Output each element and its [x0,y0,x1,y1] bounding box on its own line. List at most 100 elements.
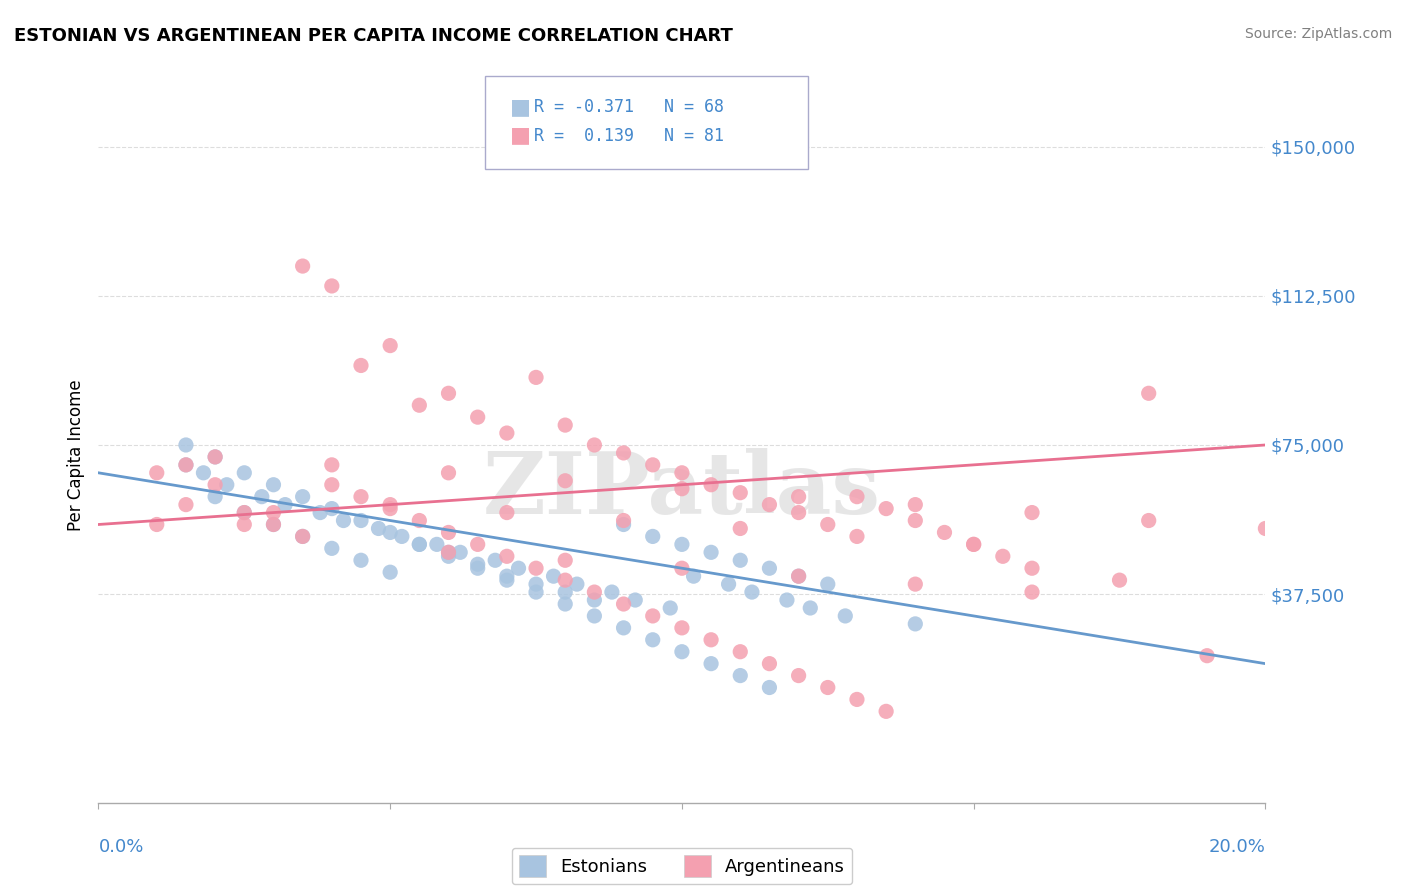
Point [426,537,449,551]
Point [174,438,197,452]
Point [437,545,460,559]
Point [274,498,297,512]
Point [554,573,576,587]
Point [641,529,664,543]
Point [875,501,897,516]
Point [204,450,226,464]
Point [612,621,634,635]
Point [378,498,402,512]
Point [378,525,402,540]
Point [321,279,343,293]
Point [659,601,682,615]
Point [787,506,810,520]
Point [262,477,284,491]
Point [554,585,576,599]
Point [612,514,634,528]
Text: 0.0%: 0.0% [98,838,143,856]
Text: ZIPatlas: ZIPatlas [482,448,882,532]
Point [350,553,373,567]
Point [787,490,810,504]
Point [962,537,984,551]
Point [1021,585,1043,599]
Point [467,558,489,572]
Point [495,569,517,583]
Point [671,621,693,635]
Point [728,645,751,659]
Point [565,577,588,591]
Point [262,517,284,532]
Point [776,593,799,607]
Point [437,545,460,559]
Point [671,561,693,575]
Point [1021,506,1043,520]
Point [309,506,332,520]
Point [845,529,868,543]
Point [449,545,471,559]
Point [321,541,343,556]
Point [467,561,489,575]
Point [321,477,343,491]
Point [671,537,693,551]
Point [554,597,576,611]
Point [700,545,723,559]
Point [741,585,763,599]
Point [215,477,238,491]
Point [817,681,839,695]
Point [233,466,256,480]
Point [467,537,489,551]
Point [904,577,927,591]
Point [408,514,430,528]
Point [291,529,314,543]
Point [321,458,343,472]
Point [146,517,169,532]
Point [524,370,547,384]
Point [758,657,780,671]
Point [1021,561,1043,575]
Point [437,466,460,480]
Point [991,549,1014,564]
Point [495,573,517,587]
Point [904,616,927,631]
Legend: Estonians, Argentineans: Estonians, Argentineans [512,847,852,884]
Point [641,632,664,647]
Y-axis label: Per Capita Income: Per Capita Income [66,379,84,531]
Point [787,569,810,583]
Point [1195,648,1218,663]
Point [962,537,984,551]
Point [612,597,634,611]
Point [467,410,489,425]
Point [437,549,460,564]
Point [1108,573,1130,587]
Point [262,506,284,520]
Point [508,561,530,575]
Point [1137,386,1160,401]
Point [437,525,460,540]
Point [682,569,704,583]
Point [845,692,868,706]
Point [612,446,634,460]
Text: ■: ■ [510,97,531,117]
Point [204,450,226,464]
Point [350,490,373,504]
Text: Source: ZipAtlas.com: Source: ZipAtlas.com [1244,27,1392,41]
Point [612,517,634,532]
Text: R = -0.371   N = 68: R = -0.371 N = 68 [534,98,724,116]
Point [600,585,623,599]
Text: R =  0.139   N = 81: R = 0.139 N = 81 [534,127,724,145]
Point [146,466,169,480]
Point [408,537,430,551]
Point [728,668,751,682]
Point [671,645,693,659]
Point [758,561,780,575]
Point [437,386,460,401]
Point [495,506,517,520]
Point [233,506,256,520]
Text: 20.0%: 20.0% [1209,838,1265,856]
Point [174,458,197,472]
Point [904,498,927,512]
Point [291,490,314,504]
Point [391,529,413,543]
Point [350,514,373,528]
Point [671,482,693,496]
Point [758,681,780,695]
